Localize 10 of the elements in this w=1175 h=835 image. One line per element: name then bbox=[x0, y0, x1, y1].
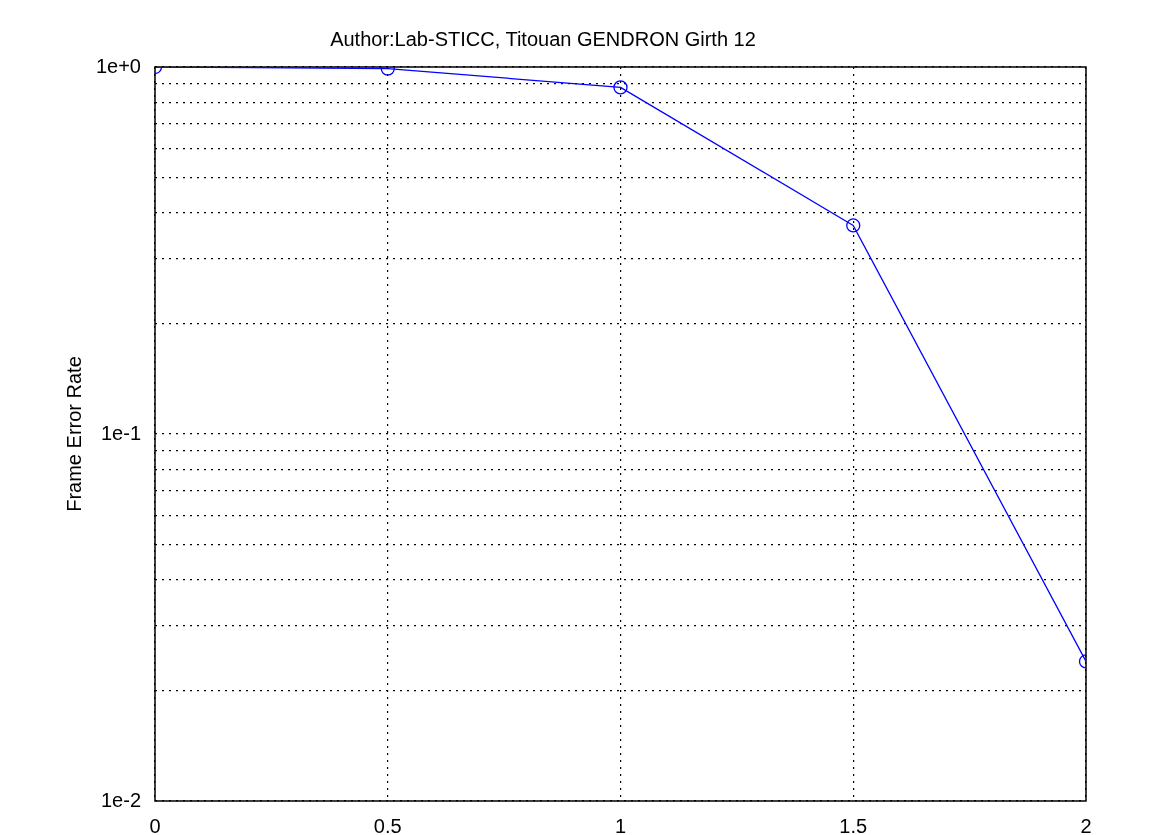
y-axis-title: Frame Error Rate bbox=[62, 356, 85, 512]
x-tick-label: 2 bbox=[1080, 814, 1092, 835]
x-tick-label: 0.5 bbox=[373, 814, 402, 835]
x-tick-label: 0 bbox=[149, 814, 161, 835]
chart-title: Author:Lab-STICC, Titouan GENDRON Girth 12 bbox=[330, 27, 756, 50]
x-tick-label: 1.5 bbox=[839, 814, 868, 835]
y-tick-label: 1e-2 bbox=[100, 788, 141, 811]
x-tick-label: 1 bbox=[614, 814, 627, 835]
y-tick-label: 1e-1 bbox=[100, 421, 141, 444]
y-tick-label: 1e+0 bbox=[95, 54, 141, 77]
